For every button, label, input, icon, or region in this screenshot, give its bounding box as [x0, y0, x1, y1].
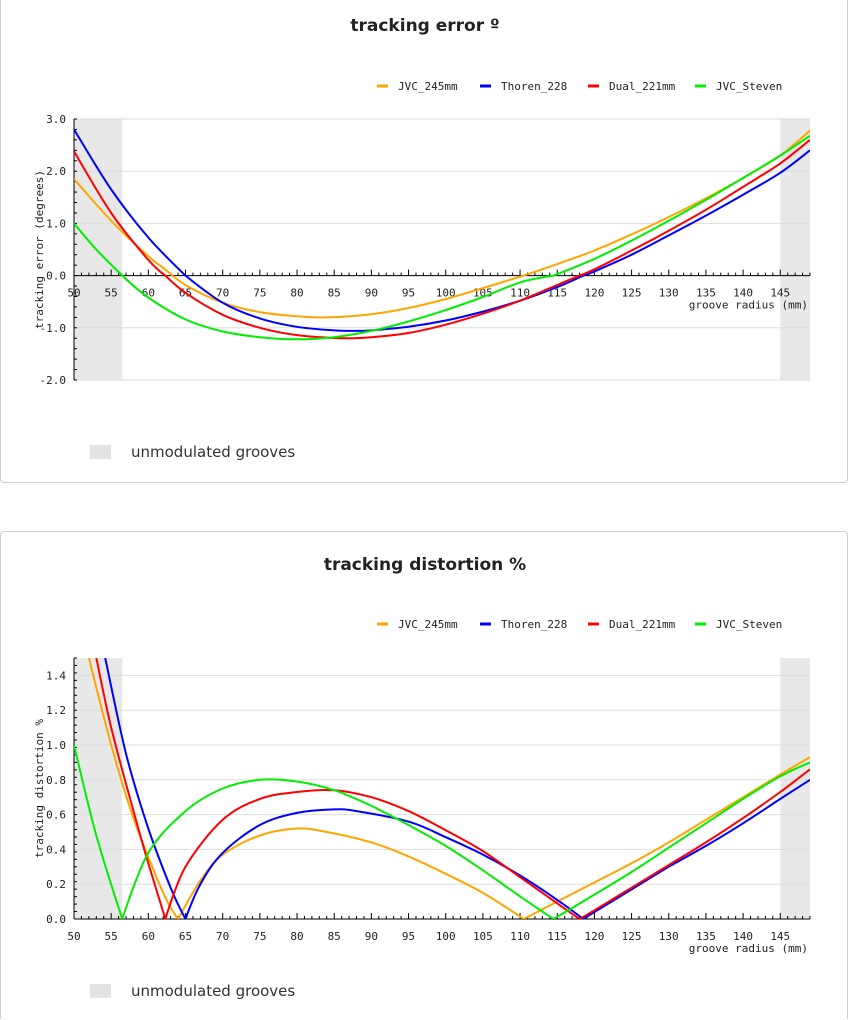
y-tick-label: 1.2 — [46, 704, 66, 717]
legend-label: JVC_245mm — [398, 80, 458, 93]
x-tick-label: 125 — [622, 930, 642, 943]
x-tick-label: 140 — [733, 287, 753, 300]
legend-label: JVC_245mm — [398, 618, 458, 631]
x-tick-label: 100 — [436, 930, 456, 943]
x-tick-label: 145 — [770, 930, 790, 943]
legend-label: Dual_221mm — [609, 618, 676, 631]
x-tick-label: 110 — [510, 287, 530, 300]
x-tick-label: 110 — [510, 930, 530, 943]
y-tick-label: 2.0 — [46, 165, 66, 178]
unmodulated-region-0 — [74, 119, 123, 380]
x-tick-label: 145 — [770, 287, 790, 300]
y-tick-label: 3.0 — [46, 113, 66, 126]
x-tick-label: 135 — [696, 287, 716, 300]
x-tick-label: 65 — [179, 930, 192, 943]
y-tick-label: 0.4 — [46, 843, 66, 856]
y-axis-label: tracking error (degrees) — [33, 170, 46, 329]
x-tick-label: 55 — [105, 287, 118, 300]
x-tick-label: 105 — [473, 930, 493, 943]
x-tick-label: 95 — [402, 930, 415, 943]
series-line-JVC_245mm — [87, 658, 810, 919]
legend-label: JVC_Steven — [716, 80, 782, 93]
x-tick-label: 130 — [659, 287, 679, 300]
series-line-Thoren_228 — [104, 658, 810, 919]
unmodulated-grooves-label: unmodulated grooves — [131, 443, 296, 461]
tracking-distortion-panel: tracking distortion % 0.0 0.2 0.4 0.6 0.8 1.0… — [0, 531, 848, 1019]
x-tick-label: 85 — [328, 287, 341, 300]
tracking-error-chart: 3.02.01.00.0-1.0-2.050 55 60 65 70 75 80 85 90 95… — [33, 80, 811, 387]
unmodulated-grooves-label: unmodulated grooves — [131, 982, 296, 1000]
x-tick-label: 115 — [547, 930, 567, 943]
unmodulated-grooves-note: unmodulated grooves — [90, 982, 295, 1000]
x-tick-label: 70 — [216, 287, 229, 300]
x-tick-label: 125 — [622, 287, 642, 300]
x-tick-label: 95 — [402, 287, 415, 300]
x-tick-label: 50 — [67, 930, 80, 943]
unmodulated-grooves-swatch — [90, 445, 111, 459]
x-tick-label: 135 — [696, 930, 716, 943]
x-tick-label: 120 — [584, 930, 604, 943]
x-tick-label: 140 — [733, 930, 753, 943]
x-axis-label: groove radius (mm) — [689, 942, 808, 955]
tracking-distortion-chart: 0.0 0.2 0.4 0.6 0.8 1.0 1.2 1.4 50 55 60 65 70 75 80 85… — [33, 618, 811, 955]
series-group — [74, 128, 810, 341]
y-tick-label: 0.0 — [46, 913, 66, 926]
x-tick-label: 80 — [290, 287, 303, 300]
y-tick-label: 0.2 — [46, 878, 66, 891]
y-tick-label: 1.0 — [46, 739, 66, 752]
y-tick-label: 0.8 — [46, 774, 66, 787]
y-tick-label: 1.4 — [46, 669, 66, 682]
legend-label: Dual_221mm — [609, 80, 676, 93]
unmodulated-grooves-swatch — [90, 984, 111, 998]
x-tick-label: 90 — [365, 287, 378, 300]
y-axis-label: tracking distortion % — [33, 719, 46, 858]
x-tick-label: 100 — [436, 287, 456, 300]
x-tick-label: 120 — [584, 287, 604, 300]
series-line-JVC_Steven — [74, 134, 810, 341]
tracking-error-panel: tracking error º 3.0 2.0 1.0 0.0 -1.0 -2.0 50 5… — [0, 0, 848, 483]
legend-label: Thoren_228 — [501, 80, 567, 93]
series-line-Dual_221mm — [95, 658, 810, 919]
chart-title: tracking distortion % — [323, 555, 527, 575]
series-line-JVC_Steven — [74, 744, 810, 919]
legend-label: Thoren_228 — [501, 618, 567, 631]
x-tick-label: 75 — [253, 287, 266, 300]
y-tick-label: -1.0 — [40, 322, 67, 335]
unmodulated-grooves-note: unmodulated grooves — [90, 443, 295, 461]
x-tick-label: 130 — [659, 930, 679, 943]
x-tick-label: 55 — [105, 930, 118, 943]
y-tick-label: 0.6 — [46, 809, 66, 822]
legend-label: JVC_Steven — [716, 618, 782, 631]
series-line-Dual_221mm — [74, 139, 810, 340]
unmodulated-region-1 — [780, 119, 810, 380]
x-tick-label: 75 — [253, 930, 266, 943]
y-tick-label: -2.0 — [40, 374, 67, 387]
series-group — [74, 658, 810, 919]
x-axis-label: groove radius (mm) — [689, 299, 808, 312]
x-tick-label: 60 — [142, 930, 155, 943]
x-tick-label: 80 — [290, 930, 303, 943]
series-line-JVC_245mm — [74, 129, 810, 319]
y-tick-label: 1.0 — [46, 217, 66, 230]
x-tick-label: 85 — [328, 930, 341, 943]
x-tick-label: 70 — [216, 930, 229, 943]
x-tick-label: 90 — [365, 930, 378, 943]
series-line-Thoren_228 — [74, 128, 810, 332]
chart-title: tracking error º — [350, 16, 500, 36]
y-tick-label: 0.0 — [46, 270, 66, 283]
